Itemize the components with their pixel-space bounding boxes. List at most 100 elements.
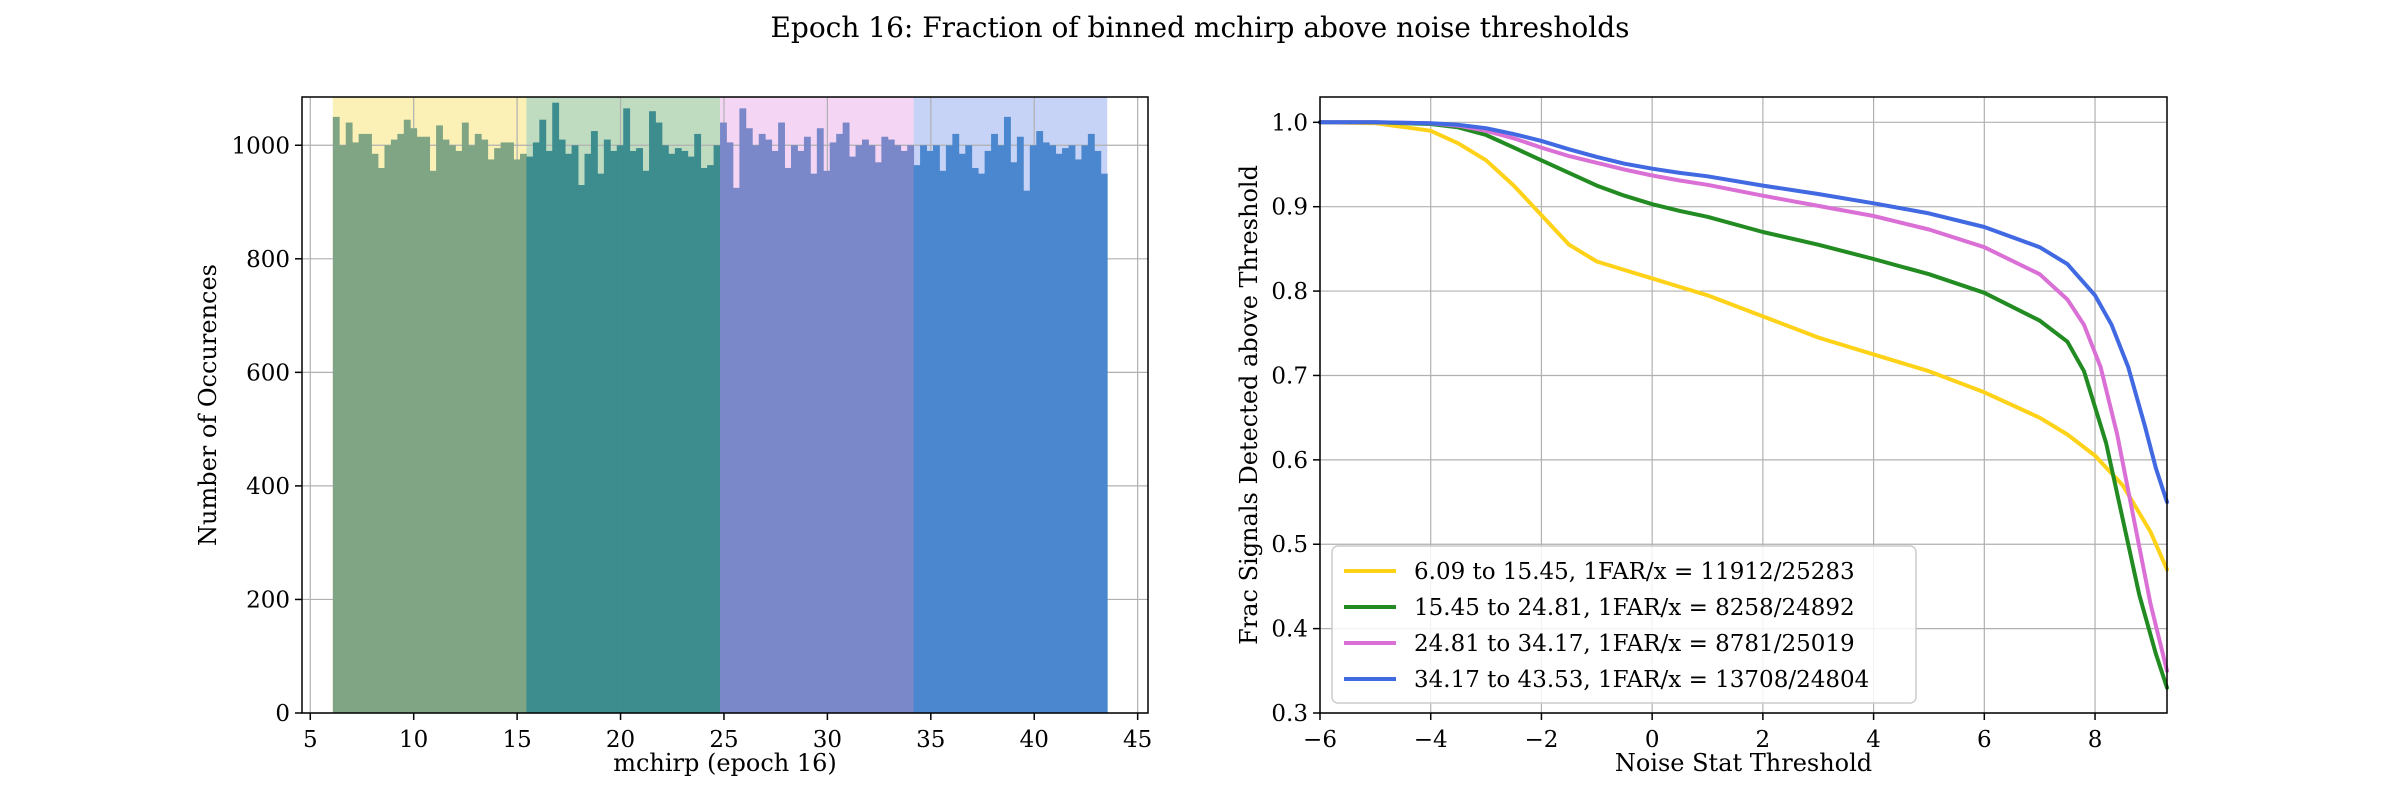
histogram-bar — [894, 145, 902, 714]
x-tick-label: 8 — [2088, 727, 2103, 753]
histogram-bar — [829, 142, 837, 713]
x-tick-label: 0 — [1645, 727, 1660, 753]
histogram-bar — [494, 148, 502, 713]
histogram-bar — [687, 156, 695, 713]
histogram-bar — [913, 165, 921, 713]
x-tick-label: 25 — [709, 727, 738, 753]
histogram-bar — [810, 173, 818, 714]
x-tick-label: 15 — [502, 727, 531, 753]
histogram-bar — [745, 128, 753, 713]
histogram-bar — [765, 139, 773, 714]
line-chart-panel: −6 −4 −2 0 2 4 6 8 0.3 0.4 0.5 0.6 0.7 0.8 0.9 1.0 Noise… — [1235, 96, 2169, 777]
histogram-bar — [952, 133, 960, 714]
x-axis-label: Noise Stat Threshold — [1615, 749, 1872, 777]
histogram-bar — [823, 170, 831, 713]
histogram-bar — [1029, 145, 1037, 714]
histogram-bar — [1055, 153, 1063, 714]
histogram-bar — [642, 170, 650, 713]
histogram-bar — [487, 159, 495, 714]
histogram-bar — [532, 142, 540, 713]
histogram-bar — [507, 142, 514, 713]
histogram-bar — [365, 133, 372, 714]
histogram-bar — [958, 153, 966, 714]
histogram-bar — [965, 145, 973, 714]
histogram-bar — [519, 153, 527, 714]
histogram-bar — [377, 167, 385, 713]
histogram-bar — [371, 153, 379, 714]
y-tick-label: 200 — [246, 587, 290, 613]
histogram-bar — [655, 122, 663, 713]
histogram-bar — [578, 185, 585, 713]
histogram-panel: 5 10 15 20 25 30 35 40 45 0 200 400 600 800 1000 mchirp… — [194, 96, 1152, 777]
histogram-bar — [668, 153, 676, 714]
histogram-bar — [1016, 136, 1024, 713]
histogram-bar — [423, 136, 431, 713]
histogram-bar — [920, 145, 927, 714]
legend-label-3: 24.81 to 34.17, 1FAR/x = 8781/25019 — [1414, 631, 1855, 657]
figure-title: Epoch 16: Fraction of binned mchirp abov… — [770, 11, 1629, 44]
line-chart-axes-frame — [1319, 96, 2168, 714]
histogram-bar — [984, 150, 992, 713]
histogram-bar — [887, 139, 895, 714]
y-tick-label: 1.0 — [1271, 110, 1308, 136]
y-tick-label: 0.6 — [1271, 448, 1308, 474]
histogram-bar — [1100, 173, 1108, 714]
x-tick-label: 20 — [606, 727, 635, 753]
histogram-bar — [849, 156, 856, 713]
histogram-bar — [945, 145, 953, 714]
legend-label-1: 6.09 to 15.45, 1FAR/x = 11912/25283 — [1414, 559, 1855, 585]
histogram-bar — [1074, 159, 1082, 714]
histogram-bar — [778, 122, 785, 713]
histogram-bar — [1010, 162, 1018, 713]
histogram-bar — [429, 170, 437, 713]
histogram-axes-frame — [301, 96, 1149, 714]
y-axis-label: Frac Signals Detected above Threshold — [1235, 165, 1263, 645]
histogram-bar — [513, 159, 521, 714]
x-tick-label: −4 — [1414, 727, 1448, 753]
histogram-bar — [436, 125, 443, 714]
histogram-bar — [1042, 142, 1050, 713]
y-tick-label: 0.5 — [1271, 532, 1308, 558]
histogram-bar — [758, 133, 766, 714]
histogram-bar — [971, 167, 979, 713]
histogram-bar — [836, 133, 844, 714]
histogram-bar — [881, 136, 889, 713]
histogram-bar — [623, 108, 631, 713]
series-line-3 — [1318, 120, 2169, 673]
histogram-bar — [797, 150, 805, 713]
histogram-bar — [597, 173, 605, 714]
histogram-bar — [1087, 133, 1095, 714]
x-tick-label: 35 — [916, 727, 945, 753]
histogram-bar — [752, 145, 760, 714]
histogram-bar — [455, 150, 463, 713]
x-tick-label: −6 — [1303, 727, 1337, 753]
y-tick-label: 0.3 — [1271, 701, 1308, 727]
histogram-bar — [939, 170, 947, 713]
histogram-bar — [874, 162, 882, 713]
histogram-bar — [474, 133, 482, 714]
histogram-bar — [771, 150, 779, 713]
histogram-bar — [1068, 145, 1076, 714]
histogram-bar — [1062, 148, 1069, 713]
histogram-bar — [629, 150, 637, 713]
histogram-bar — [332, 116, 340, 713]
histogram-bar — [726, 142, 734, 713]
histogram-bar — [416, 136, 424, 713]
histogram-bar — [526, 156, 534, 713]
histogram-bar — [674, 148, 682, 713]
histogram-bar — [390, 139, 398, 714]
y-tick-label: 0 — [275, 701, 290, 727]
y-tick-label: 800 — [246, 247, 290, 273]
histogram-bar — [590, 131, 598, 713]
histogram-bar — [933, 145, 940, 714]
histogram-bar — [803, 136, 811, 713]
y-tick-label: 1000 — [231, 133, 290, 159]
x-tick-label: 4 — [1866, 727, 1881, 753]
x-tick-label: 40 — [1020, 727, 1049, 753]
histogram-bar — [339, 145, 347, 714]
histogram-bar — [816, 128, 824, 713]
histogram-bar — [713, 145, 721, 714]
x-tick-label: 6 — [1977, 727, 1992, 753]
